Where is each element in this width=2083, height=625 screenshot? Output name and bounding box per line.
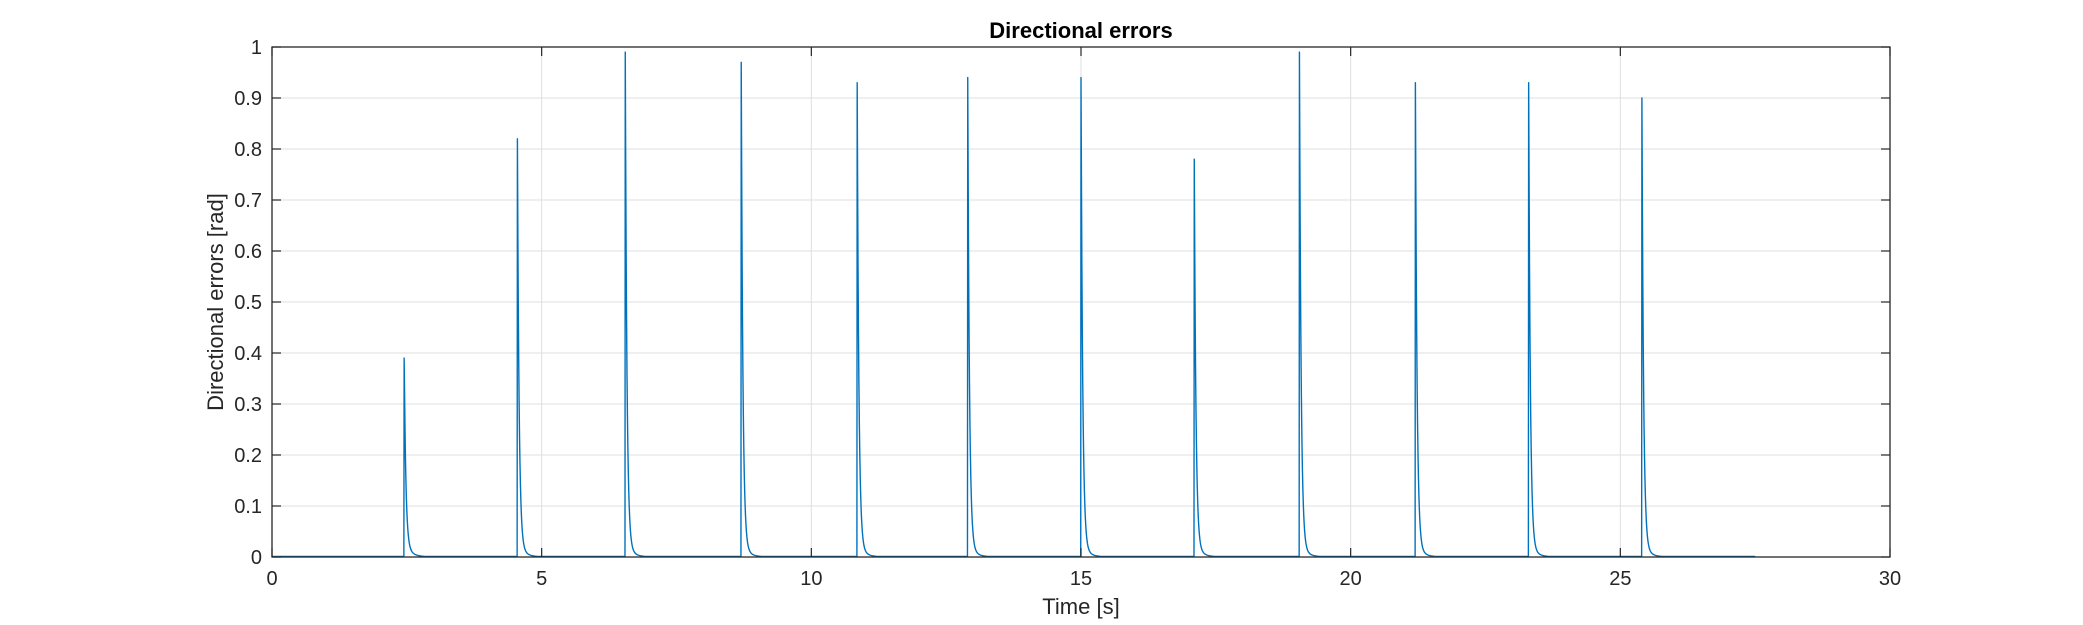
- y-tick-label: 0.3: [234, 394, 262, 416]
- x-tick-label: 25: [1609, 568, 1631, 590]
- y-tick-label: 0.1: [234, 496, 262, 518]
- y-axis-label: Directional errors [rad]: [203, 193, 228, 411]
- x-tick-label: 5: [536, 568, 547, 590]
- chart-title: Directional errors: [989, 18, 1172, 43]
- y-tick-label: 0.4: [234, 343, 262, 365]
- y-tick-label: 0.7: [234, 190, 262, 212]
- x-tick-label: 0: [266, 568, 277, 590]
- y-tick-label: 0.6: [234, 241, 262, 263]
- x-axis-label: Time [s]: [1042, 594, 1119, 619]
- y-tick-label: 0.2: [234, 445, 262, 467]
- tick-labels: 0 5 10 15 20 25 30 0 0.1 0.2 0.3 0.4 0.5 0.6 0.7 0.8 0.9…: [234, 37, 1901, 590]
- axis-ticks: [271, 46, 1891, 558]
- x-tick-label: 20: [1340, 568, 1362, 590]
- y-tick-label: 0.5: [234, 292, 262, 314]
- x-tick-label: 15: [1070, 568, 1092, 590]
- y-tick-label: 1: [251, 37, 262, 59]
- x-tick-label: 10: [800, 568, 822, 590]
- y-tick-label: 0: [251, 547, 262, 569]
- y-tick-label: 0.8: [234, 139, 262, 161]
- y-tick-label: 0.9: [234, 88, 262, 110]
- x-tick-label: 30: [1879, 568, 1901, 590]
